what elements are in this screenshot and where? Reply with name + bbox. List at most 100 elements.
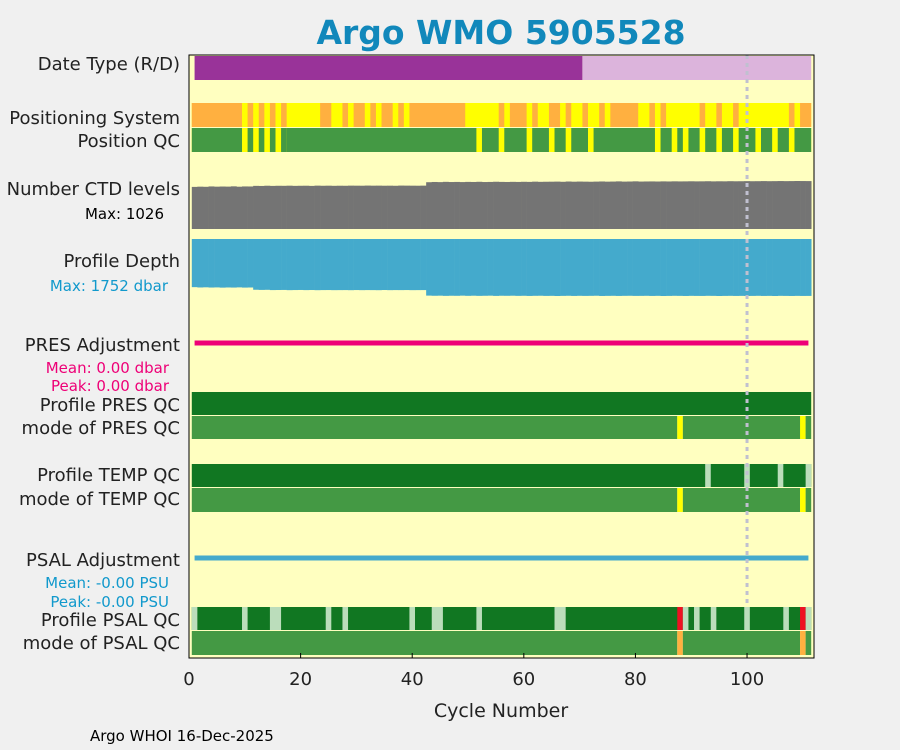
profile-psal-qc-segment [431,607,443,630]
position-qc-segment [688,128,700,152]
mode-pres-qc-segment [191,416,678,439]
ctd-levels-bar [682,181,689,229]
profile-psal-qc-segment [783,607,789,630]
ctd-levels-bar [303,185,310,229]
profile-depth-bar [783,239,790,296]
profile-depth-bar [465,239,472,296]
positioning-system-segment [342,103,349,127]
profile-depth-bar [258,239,265,290]
ctd-levels-bar [766,181,773,229]
row-label-pres-adjustment: PRES Adjustment [25,335,180,356]
profile-depth-bar [666,239,673,296]
ctd-levels-bar [286,185,293,229]
profile-depth-bar [548,239,555,296]
profile-psal-qc-segment [325,607,332,630]
ctd-levels-bar [336,185,343,229]
ctd-levels-bar [666,181,673,229]
profile-depth-bar [521,239,527,296]
ctd-levels-bar [632,181,639,229]
x-tick-label: 60 [512,669,535,690]
ctd-levels-bar [716,181,723,229]
profile-depth-bar [314,239,321,291]
ctd-levels-bar [532,181,539,229]
ctd-levels-bar [587,181,594,229]
ctd-levels-bar [582,181,589,229]
ctd-levels-bar [292,185,299,229]
profile-depth-bar [320,239,327,291]
profile-depth-bar [292,239,299,291]
profile-depth-bar [431,239,438,296]
profile-psal-qc-segment [694,607,700,630]
position-qc-segment [281,128,287,152]
profile-depth-bar [392,239,399,291]
profile-depth-bar [610,239,617,296]
ctd-levels-bar [364,185,371,229]
ctd-levels-bar [487,181,494,229]
position-qc-segment [286,128,477,152]
ctd-levels-bar [738,181,745,229]
profile-depth-bar [359,239,366,291]
row-label-position-qc: Position QC [77,131,180,152]
profile-depth-bar [593,239,600,296]
profile-psal-qc-segment [800,607,806,630]
ctd-levels-bar [721,181,728,229]
ctd-levels-bar [342,185,349,229]
profile-depth-bar [565,239,572,296]
profile-depth-bar [336,239,343,291]
mode-temp-qc-segment [677,488,683,512]
profile-depth-bar [348,239,354,291]
positioning-system-segment [699,103,706,127]
ctd-levels-bar [788,181,795,229]
x-tick-label: 80 [624,669,647,690]
profile-depth-bar [242,239,248,288]
position-qc-segment [532,128,549,152]
ctd-levels-bar [671,181,678,229]
psal-mean-label: Mean: -0.00 PSU [45,574,169,592]
profile-depth-bar [191,239,198,288]
profile-depth-bar [353,239,360,291]
ctd-levels-bar [470,181,477,229]
profile-depth-bar [543,239,550,296]
ctd-levels-bar [537,181,544,229]
ctd-levels-bar [654,181,661,229]
profile-depth-bar [638,239,645,296]
ctd-levels-bar [610,181,617,229]
profile-depth-bar [286,239,293,291]
mode-temp-qc-segment [800,488,806,512]
profile-depth-bar [627,239,633,296]
profile-depth-bar [721,239,728,296]
profile-depth-bar [426,239,433,296]
ctd-levels-bar [649,181,656,229]
profile-temp-qc-segment [744,464,750,487]
profile-depth-bar [733,239,739,296]
profile-depth-bar [375,239,382,291]
ctd-levels-bar [381,185,388,229]
profile-depth-bar [448,239,455,296]
ctd-levels-bar [526,181,533,229]
ctd-levels-bar [805,181,812,229]
profile-depth-bar [269,239,276,291]
ctd-levels-bar [515,181,522,229]
profile-temp-qc-segment [191,464,812,487]
profile-depth-bar [554,239,561,296]
profile-depth-bar [526,239,533,296]
mode-psal-qc-segment [682,631,801,655]
ctd-levels-bar [504,181,511,229]
profile-depth-bar [582,239,589,296]
ctd-levels-bar [236,186,243,229]
profile-depth-bar [225,239,232,288]
ctd-levels-bar [359,185,366,229]
profile-depth-bar [800,239,806,296]
ctd-levels-bar [392,185,399,229]
profile-depth-bar [236,239,243,288]
ctd-levels-bar [370,185,377,229]
ctd-levels-bar [230,186,237,229]
position-qc-segment [660,128,672,152]
profile-depth-bar [498,239,505,296]
profile-psal-qc-segment [242,607,248,630]
position-qc-segment [760,128,773,152]
ctd-levels-bar [459,182,466,229]
positioning-system-segment [281,103,287,127]
ctd-levels-bar [772,181,779,229]
mode-temp-qc-segment [805,488,812,512]
